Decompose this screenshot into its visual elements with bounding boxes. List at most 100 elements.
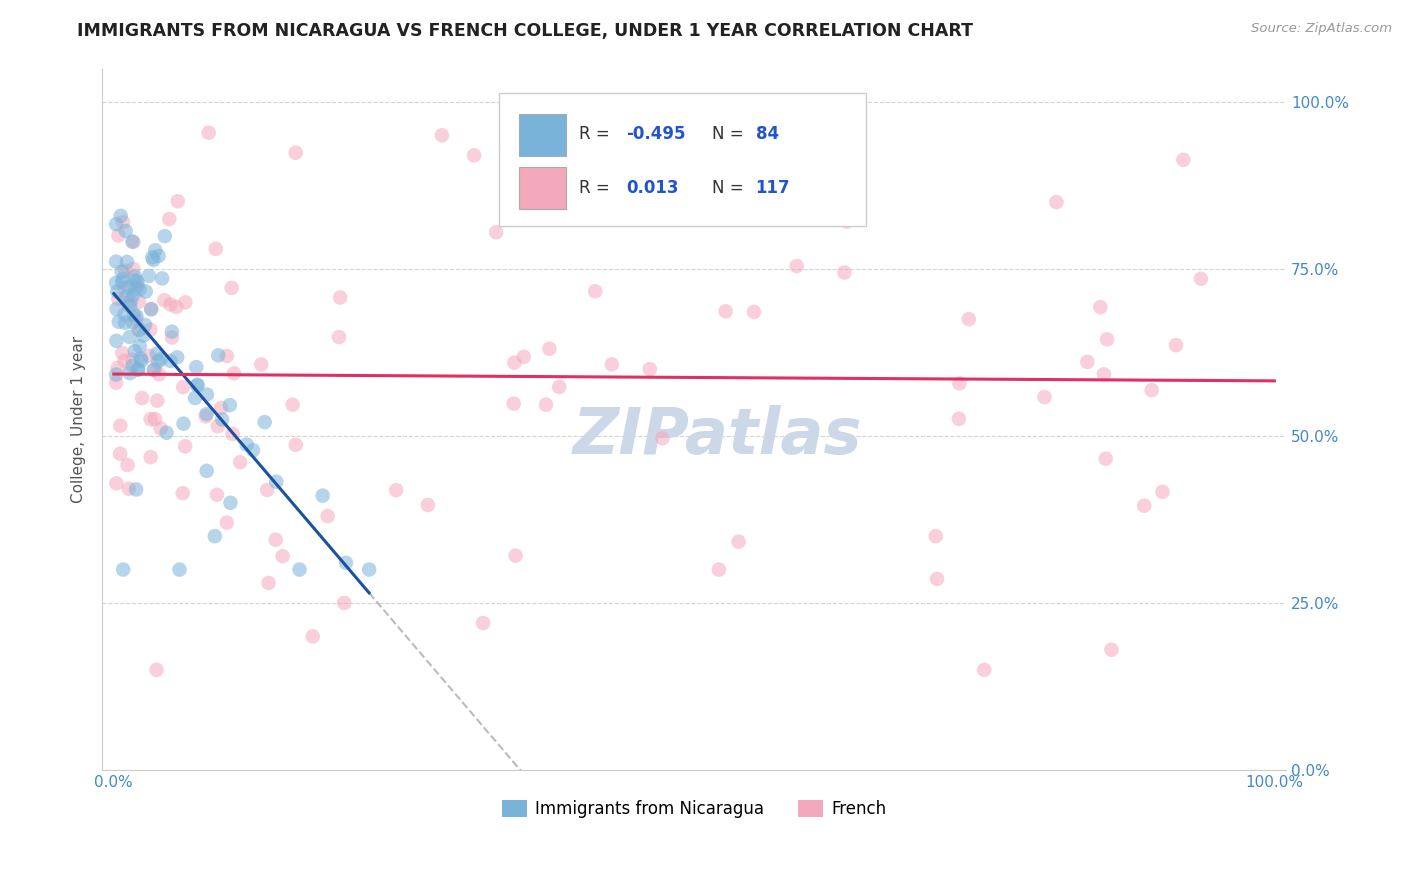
- Point: [194, 409, 217, 424]
- Point: [948, 411, 970, 425]
- Point: [118, 299, 141, 313]
- Point: [110, 418, 132, 433]
- Point: [107, 315, 129, 329]
- Point: [215, 516, 238, 530]
- Point: [105, 217, 128, 231]
- Point: [463, 148, 485, 162]
- Point: [141, 250, 163, 264]
- Point: [131, 354, 153, 368]
- Point: [121, 235, 143, 249]
- Point: [583, 284, 606, 298]
- Point: [111, 264, 134, 278]
- Point: [186, 377, 208, 392]
- Point: [174, 439, 197, 453]
- Point: [329, 290, 352, 304]
- Point: [145, 663, 167, 677]
- Legend: Immigrants from Nicaragua, French: Immigrants from Nicaragua, French: [495, 793, 893, 825]
- Point: [1133, 499, 1156, 513]
- Point: [143, 244, 166, 258]
- Point: [257, 576, 280, 591]
- Point: [129, 351, 152, 366]
- Point: [284, 438, 307, 452]
- Point: [138, 268, 160, 283]
- Text: Source: ZipAtlas.com: Source: ZipAtlas.com: [1251, 22, 1392, 36]
- Point: [128, 282, 150, 296]
- Point: [139, 302, 162, 317]
- Point: [207, 419, 229, 434]
- Point: [122, 235, 145, 249]
- Point: [128, 323, 150, 337]
- Point: [186, 378, 208, 392]
- Point: [696, 95, 718, 109]
- Point: [114, 281, 136, 295]
- Point: [312, 489, 335, 503]
- Point: [107, 228, 129, 243]
- Point: [127, 363, 149, 377]
- Point: [153, 229, 176, 244]
- Point: [142, 363, 165, 377]
- Point: [127, 278, 149, 293]
- Point: [1152, 484, 1174, 499]
- Point: [256, 483, 278, 497]
- Point: [169, 563, 191, 577]
- Point: [122, 262, 145, 277]
- Point: [160, 325, 183, 339]
- Point: [197, 126, 219, 140]
- Point: [139, 450, 162, 464]
- Point: [155, 425, 177, 440]
- Point: [817, 175, 839, 189]
- Point: [221, 281, 243, 295]
- Point: [148, 249, 170, 263]
- Point: [288, 563, 311, 577]
- Point: [281, 398, 304, 412]
- Text: IMMIGRANTS FROM NICARAGUA VS FRENCH COLLEGE, UNDER 1 YEAR CORRELATION CHART: IMMIGRANTS FROM NICARAGUA VS FRENCH COLL…: [77, 22, 973, 40]
- Point: [748, 187, 770, 202]
- Point: [165, 300, 187, 314]
- Point: [742, 305, 765, 319]
- Point: [1094, 451, 1116, 466]
- Point: [184, 391, 207, 405]
- Point: [973, 663, 995, 677]
- Point: [122, 288, 145, 302]
- Point: [505, 549, 527, 563]
- Point: [143, 363, 166, 377]
- Point: [534, 398, 557, 412]
- Point: [118, 482, 141, 496]
- Point: [146, 354, 169, 368]
- Point: [834, 265, 856, 279]
- Point: [430, 128, 453, 143]
- Text: 0.013: 0.013: [627, 178, 679, 197]
- Point: [707, 563, 730, 577]
- Text: R =: R =: [579, 178, 616, 197]
- Point: [122, 315, 145, 329]
- Point: [1189, 271, 1212, 285]
- Point: [121, 359, 143, 373]
- Point: [125, 483, 148, 497]
- Point: [727, 534, 749, 549]
- Point: [638, 362, 661, 376]
- Point: [105, 276, 128, 290]
- Point: [835, 214, 858, 228]
- Point: [1090, 300, 1112, 314]
- Point: [284, 145, 307, 160]
- Point: [271, 549, 294, 564]
- Point: [502, 397, 524, 411]
- Point: [120, 294, 142, 309]
- Point: [359, 563, 381, 577]
- Point: [125, 312, 148, 326]
- Point: [149, 421, 172, 435]
- Point: [195, 387, 218, 401]
- Point: [114, 316, 136, 330]
- Text: 84: 84: [755, 126, 779, 144]
- Point: [172, 380, 194, 394]
- Point: [925, 572, 948, 586]
- Text: N =: N =: [711, 178, 749, 197]
- Point: [328, 330, 350, 344]
- Point: [115, 289, 138, 303]
- Point: [166, 350, 188, 364]
- Point: [513, 350, 536, 364]
- Point: [600, 357, 623, 371]
- Point: [128, 339, 150, 353]
- FancyBboxPatch shape: [499, 93, 866, 227]
- Point: [159, 297, 181, 311]
